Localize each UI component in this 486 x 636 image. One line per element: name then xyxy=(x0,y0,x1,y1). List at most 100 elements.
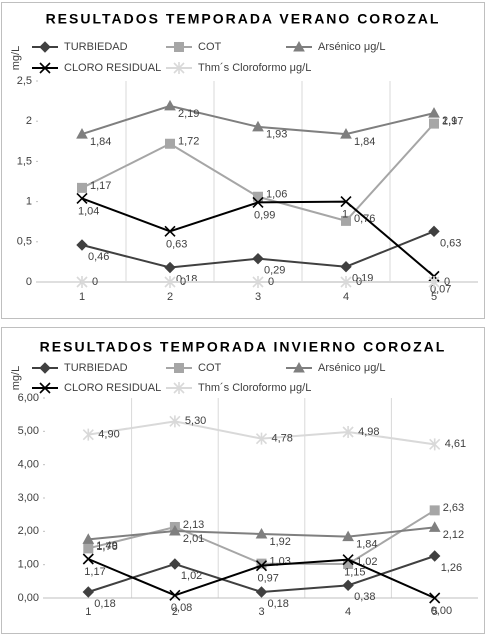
data-label: 1 xyxy=(342,209,348,221)
x-tick-label: 5 xyxy=(431,291,437,303)
marker xyxy=(165,138,175,149)
data-label: 4,78 xyxy=(272,433,293,445)
marker xyxy=(252,196,264,208)
data-label: 0,97 xyxy=(258,573,279,585)
data-label: 2,1 xyxy=(442,115,457,127)
marker xyxy=(340,128,352,139)
y-tick-label: 1,5 xyxy=(17,155,32,167)
chart-title: RESULTADOS TEMPORADA INVIERNO COROZAL xyxy=(40,339,447,355)
data-label: 1,17 xyxy=(90,180,111,192)
y-tick-label: 3,00 xyxy=(18,492,39,504)
marker xyxy=(169,524,181,536)
data-label: 0,29 xyxy=(264,265,285,277)
marker xyxy=(340,196,352,208)
data-label: 5,30 xyxy=(185,415,206,427)
y-tick-label: 1 xyxy=(26,196,32,208)
legend-label: Thm´s Cloroformo μg/L xyxy=(198,62,311,74)
y-tick-label: 4,00 xyxy=(18,459,39,471)
y-axis-label: mg/L xyxy=(10,46,22,70)
legend-label: Thm´s Cloroformo μg/L xyxy=(198,382,311,394)
data-label: 1,76 xyxy=(96,541,117,553)
data-label: 2,13 xyxy=(183,519,204,531)
marker xyxy=(77,182,87,193)
x-tick-label: 4 xyxy=(345,606,351,618)
marker xyxy=(428,550,441,562)
data-label: 2,12 xyxy=(443,529,464,541)
data-label: 1,84 xyxy=(356,539,377,551)
legend-label: TURBIEDAD xyxy=(64,362,128,374)
data-label: 2,01 xyxy=(183,533,204,545)
x-tick-label: 3 xyxy=(258,606,264,618)
data-label: 1,49 xyxy=(96,540,117,552)
data-label: 0 xyxy=(356,276,362,288)
data-label: 1,06 xyxy=(266,189,287,201)
marker xyxy=(169,415,181,428)
y-tick-label: 2,00 xyxy=(18,525,39,537)
data-label: 1,84 xyxy=(354,136,375,148)
legend-label: CLORO RESIDUAL xyxy=(64,382,161,394)
y-tick-label: 1,00 xyxy=(18,559,39,571)
y-tick-label: 2 xyxy=(26,115,32,127)
x-tick-label: 1 xyxy=(85,606,91,618)
legend-label: COT xyxy=(198,41,222,53)
marker xyxy=(293,361,305,373)
data-label: 4,61 xyxy=(445,438,466,450)
marker xyxy=(169,589,181,601)
marker xyxy=(39,41,51,53)
marker xyxy=(428,276,440,288)
marker xyxy=(76,239,88,251)
marker xyxy=(164,99,176,111)
marker xyxy=(341,215,351,226)
data-label: 1,02 xyxy=(181,570,202,582)
marker xyxy=(174,363,184,373)
marker xyxy=(82,586,95,598)
chart-frame xyxy=(1,327,485,634)
data-label: 1,97 xyxy=(442,116,463,128)
marker xyxy=(340,276,352,288)
marker xyxy=(83,543,94,554)
marker xyxy=(76,128,88,139)
marker xyxy=(429,592,441,604)
legend-label: COT xyxy=(198,362,222,374)
data-label: 0 xyxy=(268,276,274,288)
marker xyxy=(164,276,176,288)
marker xyxy=(340,261,352,273)
data-label: 1,04 xyxy=(78,205,99,217)
x-tick-label: 3 xyxy=(255,291,261,303)
data-label: 2,19 xyxy=(178,108,199,120)
marker xyxy=(164,225,176,237)
data-label: 0,00 xyxy=(431,605,452,617)
legend-label: CLORO RESIDUAL xyxy=(64,62,161,74)
data-label: 1,17 xyxy=(84,566,105,578)
data-label: 0,46 xyxy=(88,251,109,263)
marker xyxy=(252,120,264,132)
marker xyxy=(342,579,354,592)
marker xyxy=(39,62,51,74)
chart-frame xyxy=(1,2,485,319)
marker xyxy=(39,382,51,394)
data-label: 0 xyxy=(180,276,186,288)
marker xyxy=(429,118,439,129)
marker xyxy=(173,62,185,74)
data-label: 1,93 xyxy=(266,129,287,141)
marker xyxy=(82,428,94,441)
marker xyxy=(164,261,176,274)
marker xyxy=(255,560,268,572)
marker xyxy=(429,438,441,451)
x-tick-label: 4 xyxy=(343,291,349,303)
marker xyxy=(255,586,268,598)
data-label: 1,92 xyxy=(270,536,291,548)
y-tick-label: 5,00 xyxy=(18,425,39,437)
y-tick-label: 0 xyxy=(26,276,32,288)
marker xyxy=(174,42,184,52)
marker xyxy=(82,533,95,544)
marker xyxy=(39,362,51,374)
data-label: 4,90 xyxy=(98,429,119,441)
marker xyxy=(342,554,354,566)
marker xyxy=(252,252,264,265)
marker xyxy=(429,505,440,516)
data-label: 1,15 xyxy=(344,567,365,579)
marker xyxy=(255,527,268,539)
data-label: 0,08 xyxy=(171,602,192,614)
